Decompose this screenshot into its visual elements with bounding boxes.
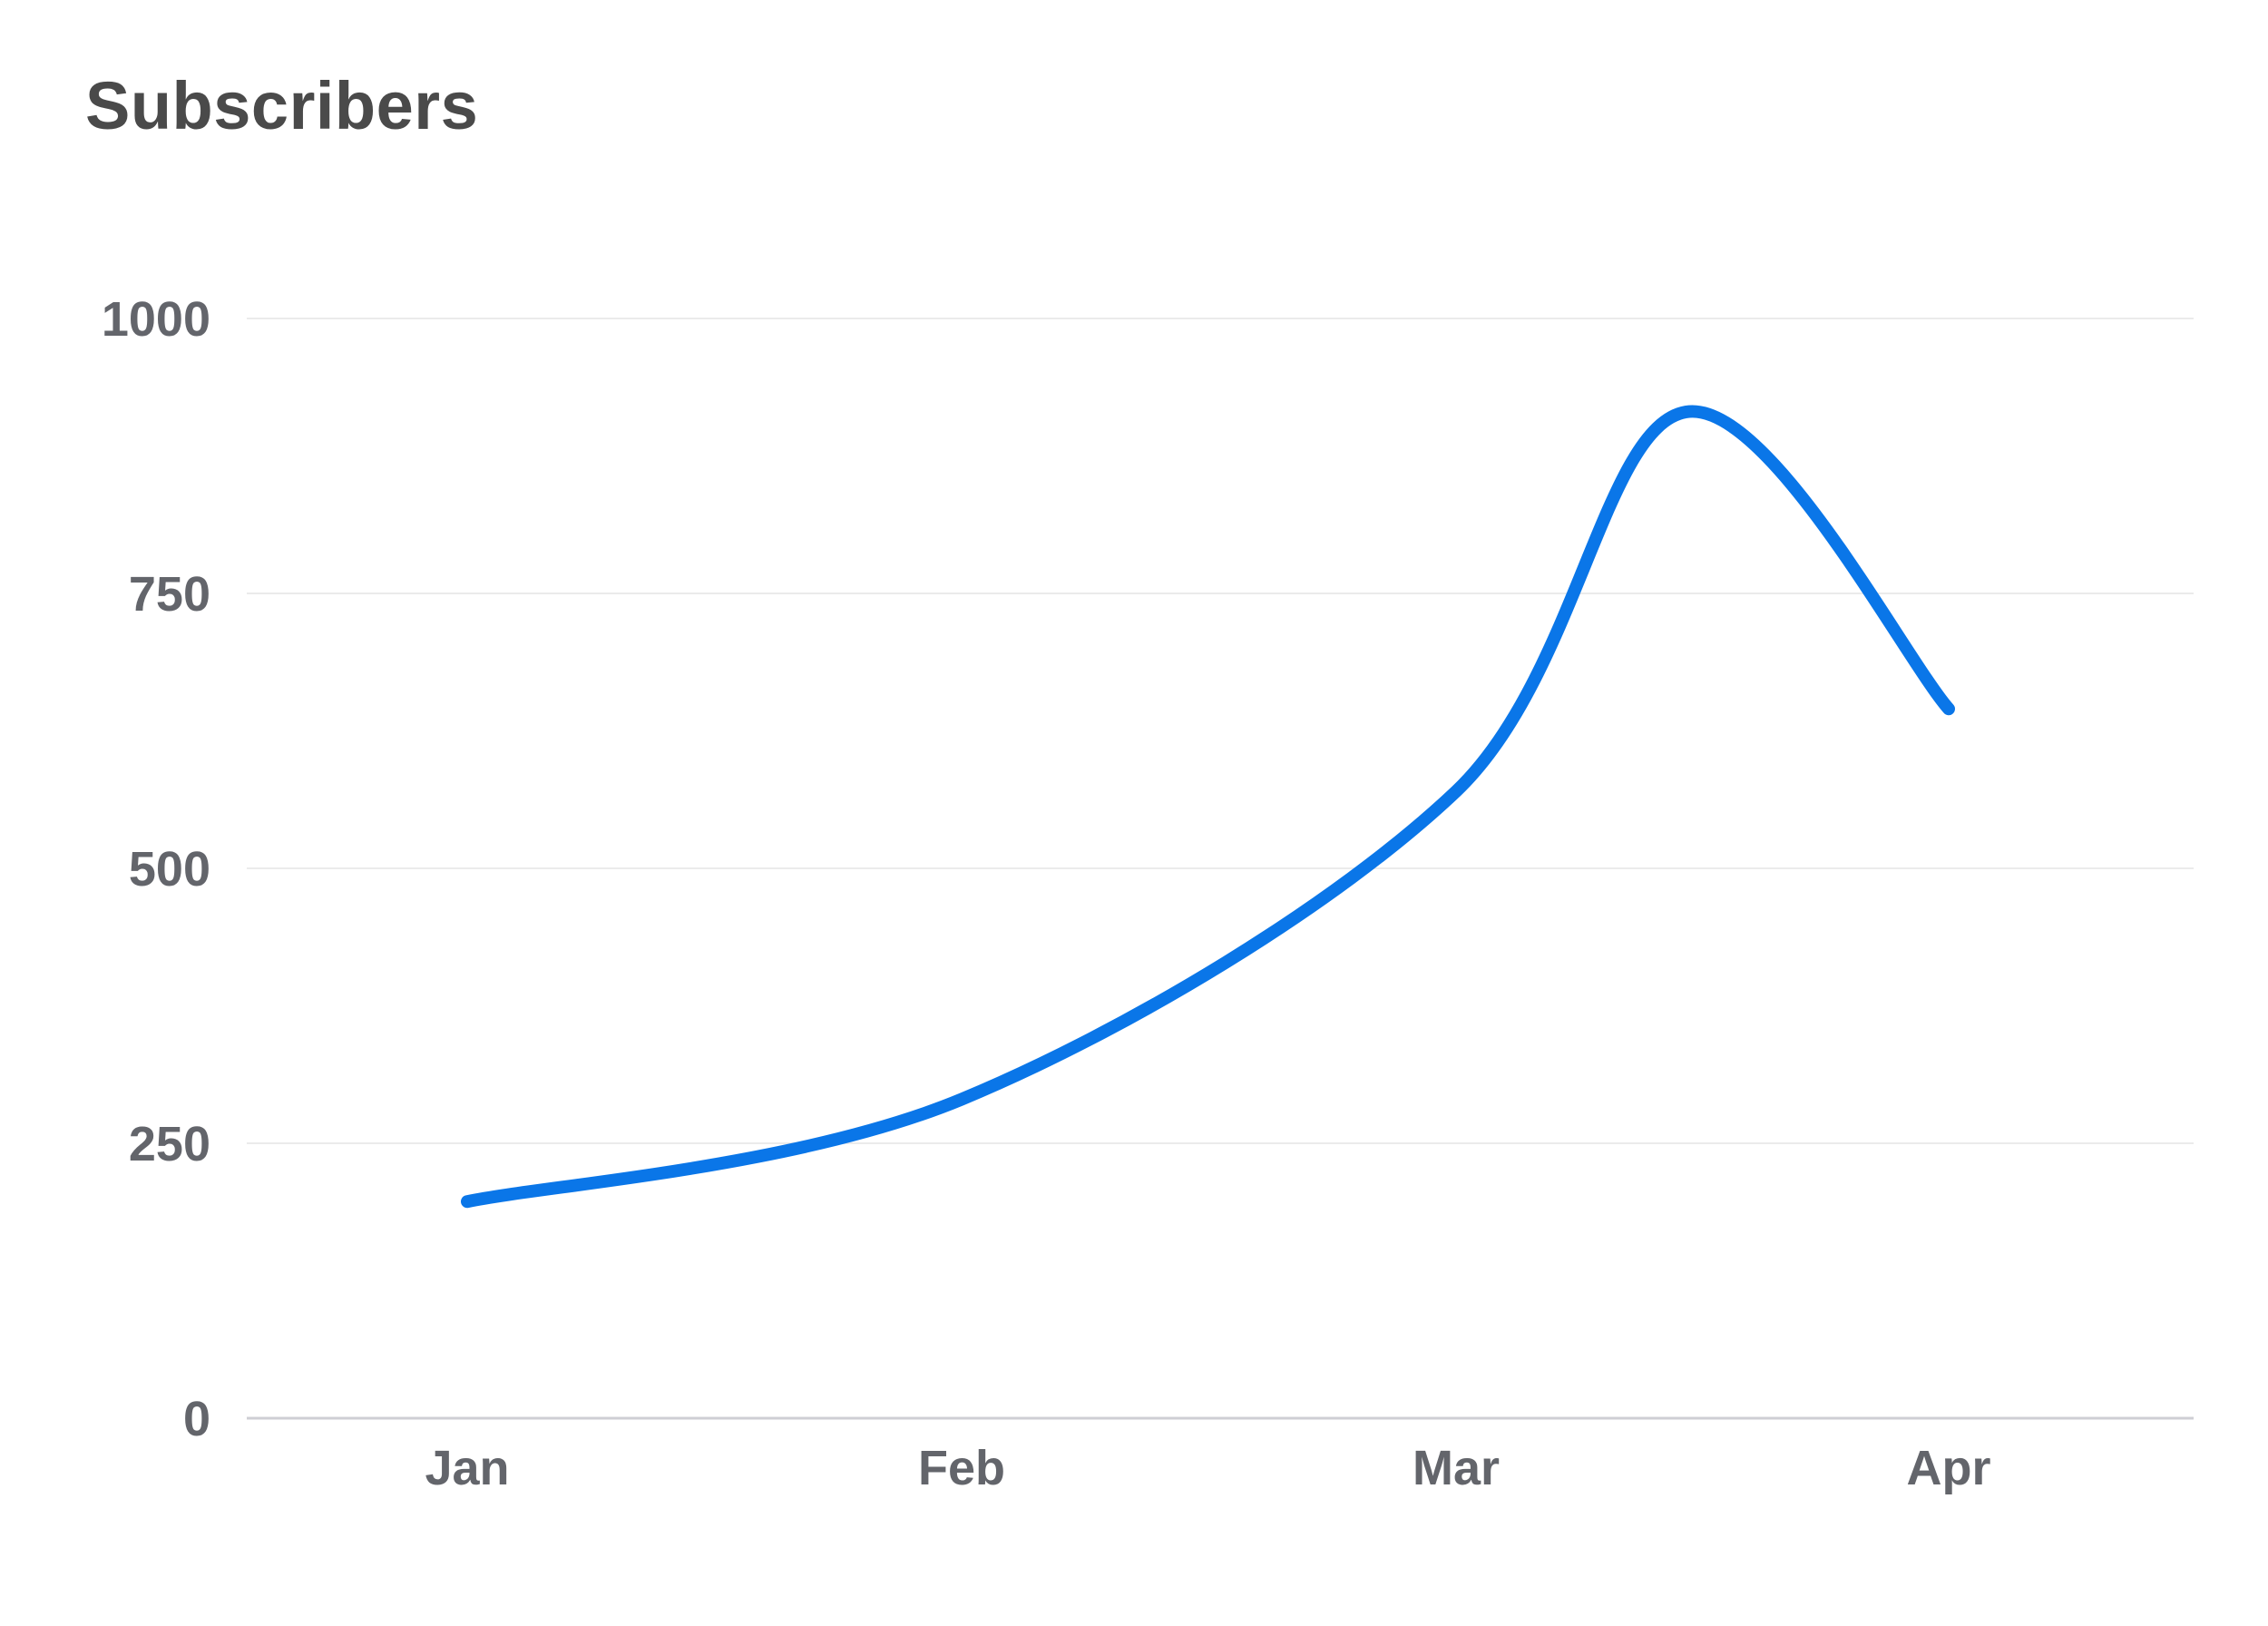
series-line-0: [461, 405, 1955, 1209]
y-tick-label: 1000: [102, 292, 210, 347]
x-tick-label: Mar: [1413, 1441, 1500, 1495]
chart-title: Subscribers: [85, 68, 479, 143]
y-tick-label: 750: [129, 567, 210, 622]
x-axis-ticks: Jan Feb Mar Apr: [425, 1441, 1990, 1495]
x-tick-label: Jan: [425, 1441, 509, 1495]
y-tick-label: 0: [183, 1392, 210, 1446]
y-axis-ticks: 0 250 500 750 1000: [102, 292, 210, 1446]
grid-lines: [247, 318, 2194, 1420]
x-tick-label: Feb: [918, 1441, 1005, 1495]
series-layer: [461, 405, 1955, 1209]
y-tick-label: 500: [129, 842, 210, 896]
x-tick-label: Apr: [1907, 1441, 1991, 1495]
y-tick-label: 250: [129, 1117, 210, 1171]
